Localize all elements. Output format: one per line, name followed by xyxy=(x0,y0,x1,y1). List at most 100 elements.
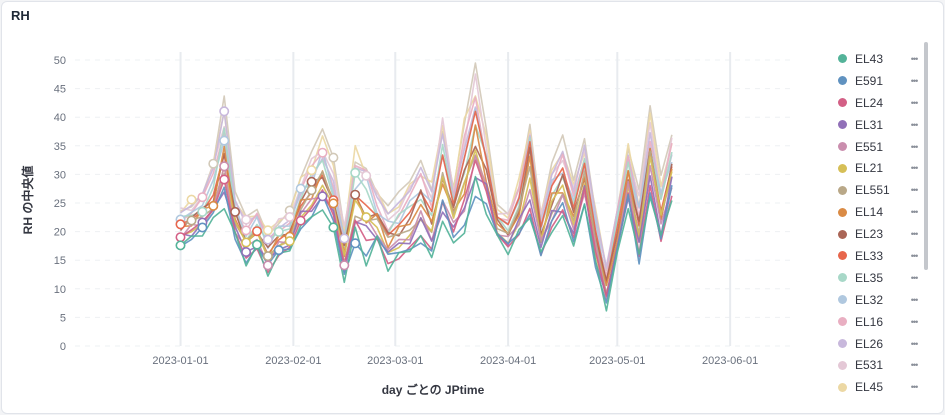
series-point-el551 xyxy=(262,251,273,262)
series-point-el23 xyxy=(350,189,361,200)
legend-color-dot xyxy=(838,142,847,151)
series-point-el33 xyxy=(175,219,186,230)
legend-label: EL551 xyxy=(855,183,890,198)
legend-color-dot xyxy=(838,207,847,217)
panel-title: RH xyxy=(11,8,30,23)
legend-color-dot xyxy=(838,98,847,108)
legend: EL43 ••• E591 ••• EL24 ••• EL31 ••• E551 ••• EL21 •… xyxy=(834,48,922,404)
legend-item-el551[interactable]: EL551 ••• xyxy=(834,179,922,201)
legend-actions-icon[interactable]: ••• xyxy=(910,97,918,108)
legend-item-el35[interactable]: EL35 ••• xyxy=(834,267,922,289)
series-point-e531 xyxy=(284,212,295,223)
series-point-el26 xyxy=(339,233,350,244)
legend-item-el23[interactable]: EL23 ••• xyxy=(834,223,922,245)
series-point-el23 xyxy=(230,206,241,217)
legend-actions-icon[interactable]: ••• xyxy=(910,382,918,393)
legend-label: EL16 xyxy=(855,314,884,329)
series-point-el35 xyxy=(350,167,361,178)
series-point-el24 xyxy=(175,232,186,243)
legend-item-el16[interactable]: EL16 ••• xyxy=(834,311,922,333)
legend-label: EL45 xyxy=(855,380,884,395)
series-point-el16 xyxy=(317,147,328,158)
legend-item-el21[interactable]: EL21 ••• xyxy=(834,157,922,179)
legend-item-e591[interactable]: E591 ••• xyxy=(834,70,922,92)
legend-actions-icon[interactable]: ••• xyxy=(910,141,918,152)
series-point-e591 xyxy=(197,222,208,233)
legend-item-e531[interactable]: E531 ••• xyxy=(834,354,922,376)
legend-actions-icon[interactable]: ••• xyxy=(910,272,918,283)
legend-label: EL18 xyxy=(855,402,906,404)
legend-actions-icon[interactable]: ••• xyxy=(910,229,918,240)
legend-actions-icon[interactable]: ••• xyxy=(910,360,918,371)
legend-label: EL33 xyxy=(855,248,884,263)
legend-color-dot xyxy=(838,54,847,64)
series-point-el43 xyxy=(175,240,186,251)
legend-label: E551 xyxy=(855,139,884,154)
legend-scrollbar[interactable] xyxy=(924,42,928,270)
series-point-el551 xyxy=(186,215,197,226)
legend-actions-icon[interactable]: ••• xyxy=(910,338,918,349)
legend-item-el33[interactable]: EL33 ••• xyxy=(834,245,922,267)
x-tick-label: 2023-05-01 xyxy=(589,355,645,367)
legend-actions-icon[interactable]: ••• xyxy=(910,250,918,261)
y-tick-label: 35 xyxy=(54,141,66,153)
legend-item-el45[interactable]: EL45 ••• xyxy=(834,376,922,398)
series-point-el43 xyxy=(328,222,339,233)
x-tick-label: 2023-03-01 xyxy=(367,355,423,367)
legend-item-el14[interactable]: EL14 ••• xyxy=(834,201,922,223)
legend-actions-icon[interactable]: ••• xyxy=(910,294,918,305)
y-tick-label: 5 xyxy=(60,312,66,324)
y-axis-ticks: 0 5 10 15 20 25 30 35 40 45 50 xyxy=(54,55,66,353)
legend-item-el43[interactable]: EL43 ••• xyxy=(834,48,922,70)
y-tick-label: 0 xyxy=(60,341,66,353)
x-tick-label: 2023-06-01 xyxy=(702,355,758,367)
series-point-el24 xyxy=(219,174,230,185)
legend-actions-icon[interactable]: ••• xyxy=(910,185,918,196)
series-line-el43 xyxy=(179,175,673,312)
legend-item-el31[interactable]: EL31 ••• xyxy=(834,114,922,136)
y-tick-label: 10 xyxy=(54,284,66,296)
legend-item-el18[interactable]: EL18••• xyxy=(834,398,922,404)
series-point-el26 xyxy=(262,234,273,245)
series-point-el26 xyxy=(219,106,230,117)
legend-actions-icon[interactable]: ••• xyxy=(910,119,918,130)
x-tick-label: 2023-01-01 xyxy=(152,355,208,367)
series-point-el21 xyxy=(241,237,252,248)
legend-actions-icon[interactable]: ••• xyxy=(910,163,918,174)
legend-actions-icon[interactable]: ••• xyxy=(910,75,918,86)
series-point-e591 xyxy=(350,238,361,249)
x-tick-label: 2023-02-01 xyxy=(265,355,321,367)
series-point-el32 xyxy=(295,183,306,194)
series-point-e531 xyxy=(241,214,252,225)
legend-color-dot xyxy=(838,295,847,305)
legend-label: EL35 xyxy=(855,270,884,285)
series-point-el33 xyxy=(252,226,263,237)
series-point-e531 xyxy=(361,170,372,181)
legend-color-dot xyxy=(838,382,847,392)
legend-color-dot xyxy=(838,76,847,86)
series-point-el23 xyxy=(306,176,317,187)
y-tick-label: 40 xyxy=(54,112,66,124)
series-point-e551 xyxy=(262,260,273,271)
legend-item-el26[interactable]: EL26 ••• xyxy=(834,333,922,355)
legend-color-dot xyxy=(838,273,847,283)
legend-item-el24[interactable]: EL24 ••• xyxy=(834,92,922,114)
legend-label: EL21 xyxy=(855,161,884,176)
legend-actions-icon[interactable]: ••• xyxy=(910,316,918,327)
legend-actions-icon[interactable]: ••• xyxy=(910,53,918,64)
series-point-el24 xyxy=(295,215,306,226)
y-tick-label: 15 xyxy=(54,255,66,267)
legend-color-dot xyxy=(838,317,847,327)
series-point-el551 xyxy=(306,185,317,196)
y-axis-label: RH の中央値 xyxy=(20,166,35,235)
series-point-el35 xyxy=(197,206,208,217)
legend-actions-icon[interactable]: ••• xyxy=(910,207,918,218)
x-axis-label: day ごとの JPtime xyxy=(382,382,485,397)
series-point-el45 xyxy=(306,165,317,176)
legend-item-el32[interactable]: EL32 ••• xyxy=(834,289,922,311)
series-point-el21 xyxy=(284,236,295,247)
series-point-el18 xyxy=(208,158,219,169)
legend-label: EL43 xyxy=(855,51,884,66)
legend-item-e551[interactable]: E551 ••• xyxy=(834,136,922,158)
